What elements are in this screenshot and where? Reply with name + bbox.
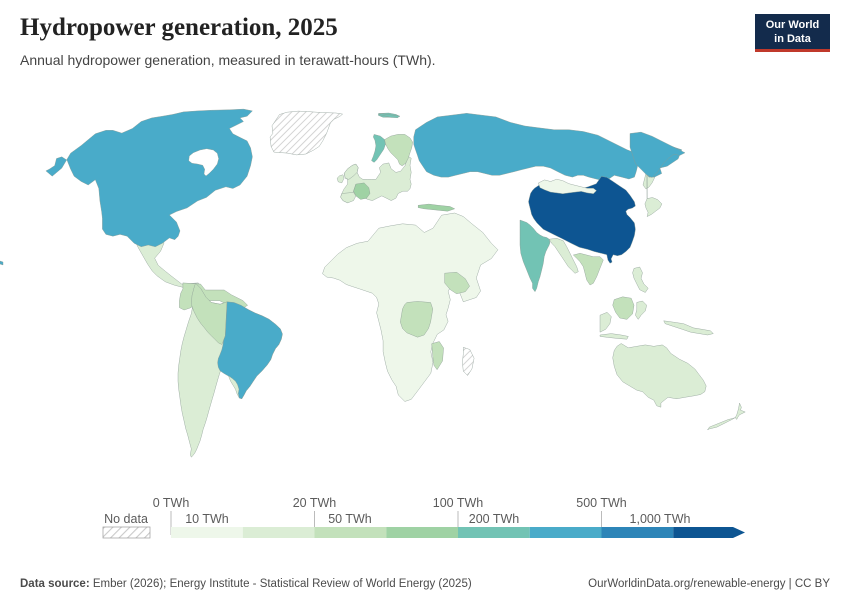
svg-text:20 TWh: 20 TWh	[293, 496, 337, 510]
svg-text:1,000 TWh: 1,000 TWh	[630, 512, 691, 526]
svg-text:No data: No data	[104, 512, 148, 526]
svg-text:500 TWh: 500 TWh	[576, 496, 627, 510]
svg-text:0 TWh: 0 TWh	[153, 496, 190, 510]
svg-text:50 TWh: 50 TWh	[328, 512, 372, 526]
svg-text:100 TWh: 100 TWh	[433, 496, 484, 510]
svg-text:200 TWh: 200 TWh	[469, 512, 520, 526]
svg-text:10 TWh: 10 TWh	[185, 512, 229, 526]
